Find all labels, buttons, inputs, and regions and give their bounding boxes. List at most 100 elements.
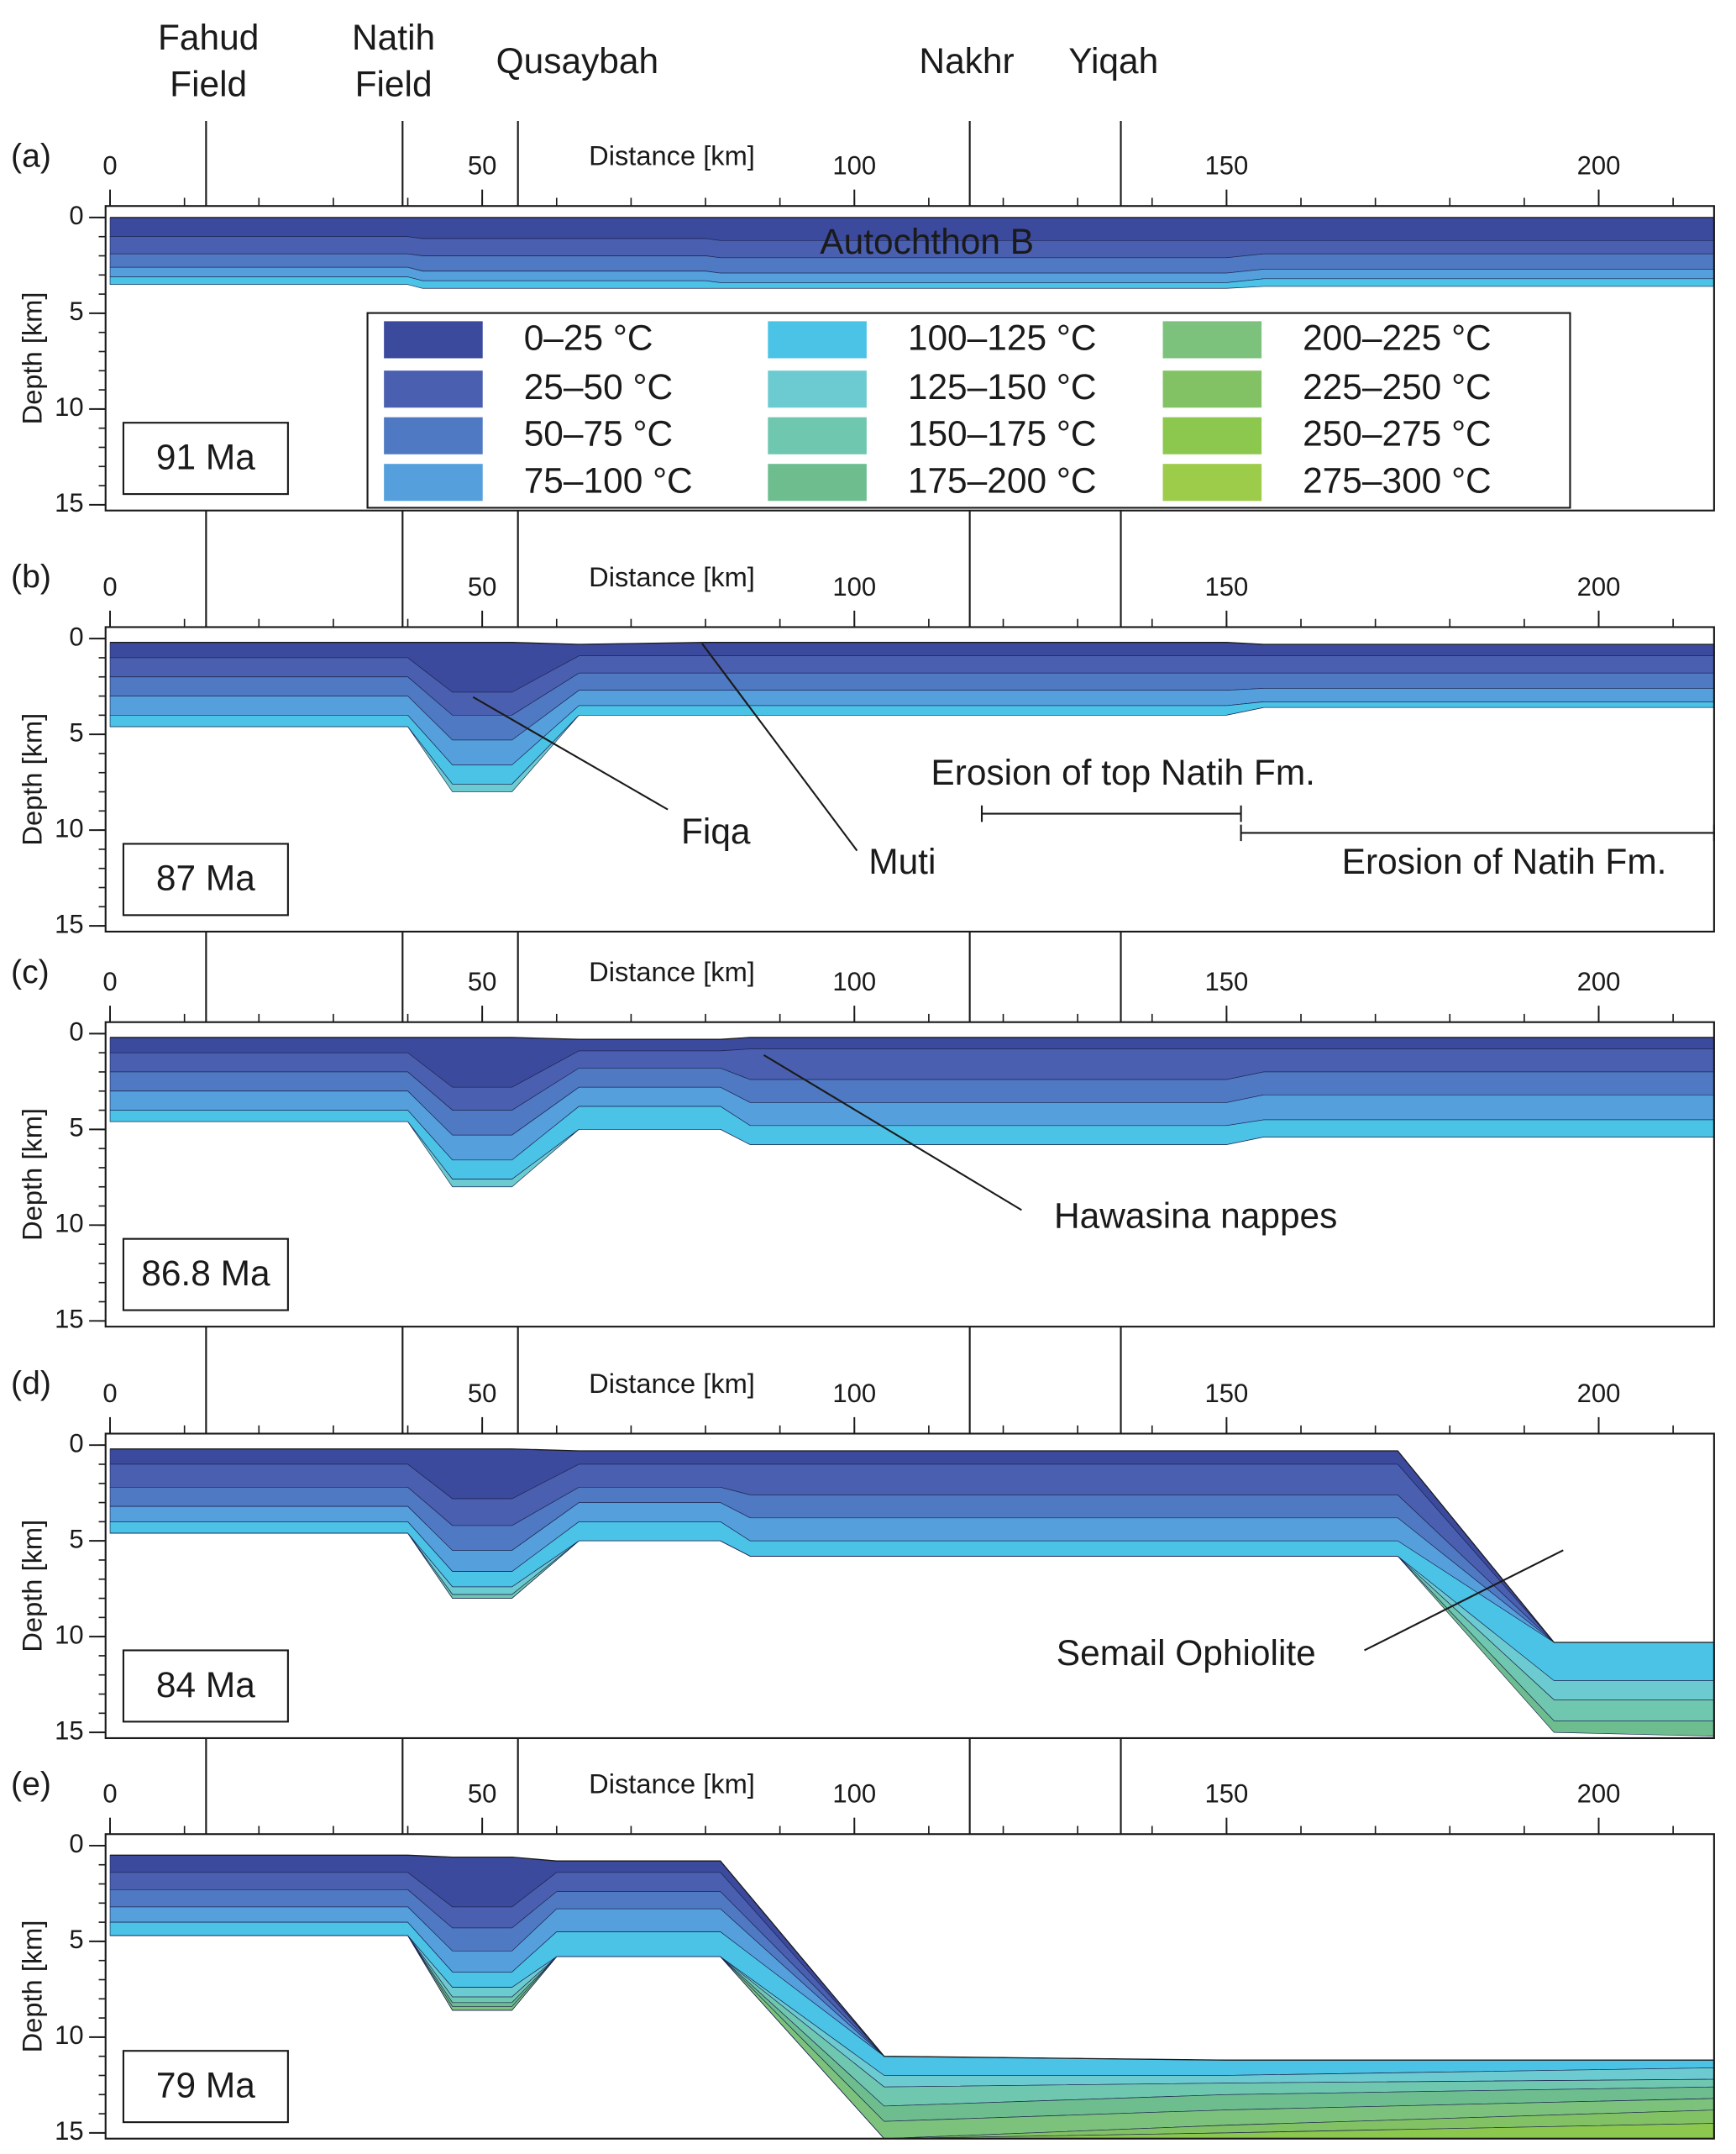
legend-swatch xyxy=(384,464,483,502)
age-box xyxy=(122,1649,289,1723)
panel-label: (d) xyxy=(11,1366,51,1402)
x-tick-label: 50 xyxy=(468,572,496,602)
y-tick-label: 0 xyxy=(69,1428,83,1458)
age-label: 87 Ma xyxy=(156,859,255,898)
x-tick-label: 50 xyxy=(468,151,496,181)
legend-label: 25–50 °C xyxy=(524,367,673,407)
legend-label: 175–200 °C xyxy=(908,460,1097,500)
x-axis-label: Distance [km] xyxy=(589,140,755,171)
annotation: Muti xyxy=(868,842,936,881)
temperature-band xyxy=(109,276,1714,289)
x-tick-label: 100 xyxy=(832,1779,876,1809)
y-tick-label: 10 xyxy=(55,1620,84,1649)
y-tick-label: 15 xyxy=(55,488,84,517)
x-tick-label: 150 xyxy=(1205,1779,1249,1809)
x-tick-label: 100 xyxy=(832,967,876,996)
age-label: 91 Ma xyxy=(156,438,255,477)
x-tick-label: 200 xyxy=(1577,151,1621,181)
legend-label: 50–75 °C xyxy=(524,414,673,454)
y-tick-label: 0 xyxy=(69,201,83,230)
section xyxy=(109,1037,1714,1188)
panel-label: (e) xyxy=(11,1766,51,1802)
x-tick-label: 100 xyxy=(832,572,876,602)
y-tick-label: 5 xyxy=(69,297,83,326)
leader-line xyxy=(1364,1549,1564,1652)
annotation: Autochthon B xyxy=(820,222,1034,261)
legend-swatch xyxy=(384,417,483,454)
well-label: Natih Field xyxy=(352,16,436,105)
range-bracket xyxy=(980,805,1242,822)
annotation: Fiqa xyxy=(681,812,751,851)
x-tick-label: 0 xyxy=(102,1379,117,1408)
y-axis-label: Depth [km] xyxy=(16,1108,47,1241)
legend-swatch xyxy=(768,464,867,502)
legend-label: 275–300 °C xyxy=(1303,460,1492,500)
legend-label: 0–25 °C xyxy=(524,318,653,357)
x-tick-label: 100 xyxy=(832,151,876,181)
well-label: Qusaybah xyxy=(496,39,659,81)
age-label: 84 Ma xyxy=(156,1665,255,1705)
plot-frame xyxy=(104,1833,1715,2140)
legend-label: 125–150 °C xyxy=(908,367,1097,407)
temperature-band xyxy=(109,1521,1714,1681)
plot-frame xyxy=(104,1432,1715,1740)
y-tick-label: 5 xyxy=(69,717,83,747)
legend-swatch xyxy=(1162,321,1262,359)
legend-label: 75–100 °C xyxy=(524,460,693,500)
well-label: Yiqah xyxy=(1068,39,1159,81)
annotation: Hawasina nappes xyxy=(1054,1195,1337,1235)
temperature-band xyxy=(110,1121,1714,1188)
section xyxy=(109,642,1714,792)
x-tick-label: 0 xyxy=(102,967,117,996)
section xyxy=(109,1448,1714,1736)
y-tick-label: 5 xyxy=(69,1113,83,1143)
x-axis-label: Distance [km] xyxy=(589,561,755,592)
y-tick-label: 5 xyxy=(69,1925,83,1954)
x-tick-label: 50 xyxy=(468,1379,496,1408)
x-tick-label: 0 xyxy=(102,572,117,602)
y-tick-label: 10 xyxy=(55,2020,84,2050)
x-axis-label: Distance [km] xyxy=(589,956,755,987)
x-tick-label: 0 xyxy=(102,1779,117,1809)
x-tick-label: 0 xyxy=(102,151,117,181)
range-bracket xyxy=(1240,824,1715,842)
y-axis-label: Depth [km] xyxy=(16,713,47,846)
age-box xyxy=(122,422,289,496)
legend-swatch xyxy=(768,370,867,408)
x-tick-label: 200 xyxy=(1577,1779,1621,1809)
section xyxy=(109,217,1714,289)
legend-swatch xyxy=(1162,370,1262,408)
y-tick-label: 0 xyxy=(69,1017,83,1047)
surface-line xyxy=(110,1854,1714,2061)
plot-frame xyxy=(104,1021,1715,1328)
y-axis-label: Depth [km] xyxy=(16,1920,47,2053)
temperature-band xyxy=(109,1921,1714,2076)
legend-swatch xyxy=(1162,417,1262,454)
age-box xyxy=(122,843,289,917)
y-axis-label: Depth [km] xyxy=(16,292,47,425)
y-tick-label: 5 xyxy=(69,1524,83,1553)
leader-line xyxy=(701,643,858,852)
x-tick-label: 50 xyxy=(468,1779,496,1809)
x-axis-label: Distance [km] xyxy=(589,1368,755,1399)
legend-label: 225–250 °C xyxy=(1303,367,1492,407)
panel-label: (c) xyxy=(11,954,50,990)
surface-line xyxy=(110,642,1714,645)
well-label-box: Nakhr xyxy=(919,40,1014,81)
legend-label: 100–125 °C xyxy=(908,318,1097,357)
y-tick-label: 15 xyxy=(55,1305,84,1334)
well-label-box: Qusaybah xyxy=(496,39,659,81)
legend-label: 250–275 °C xyxy=(1303,414,1492,454)
age-box xyxy=(122,2050,289,2124)
surface-line xyxy=(110,1448,1714,1643)
leader-line xyxy=(472,696,669,811)
panel-label: (b) xyxy=(11,560,51,596)
x-tick-label: 150 xyxy=(1205,151,1249,181)
x-tick-label: 150 xyxy=(1205,1379,1249,1408)
y-axis-label: Depth [km] xyxy=(16,1520,47,1652)
x-tick-label: 200 xyxy=(1577,1379,1621,1408)
well-label-box: Fahud Field xyxy=(158,17,259,104)
temperature-band xyxy=(110,1532,1714,1736)
y-tick-label: 10 xyxy=(55,1209,84,1238)
